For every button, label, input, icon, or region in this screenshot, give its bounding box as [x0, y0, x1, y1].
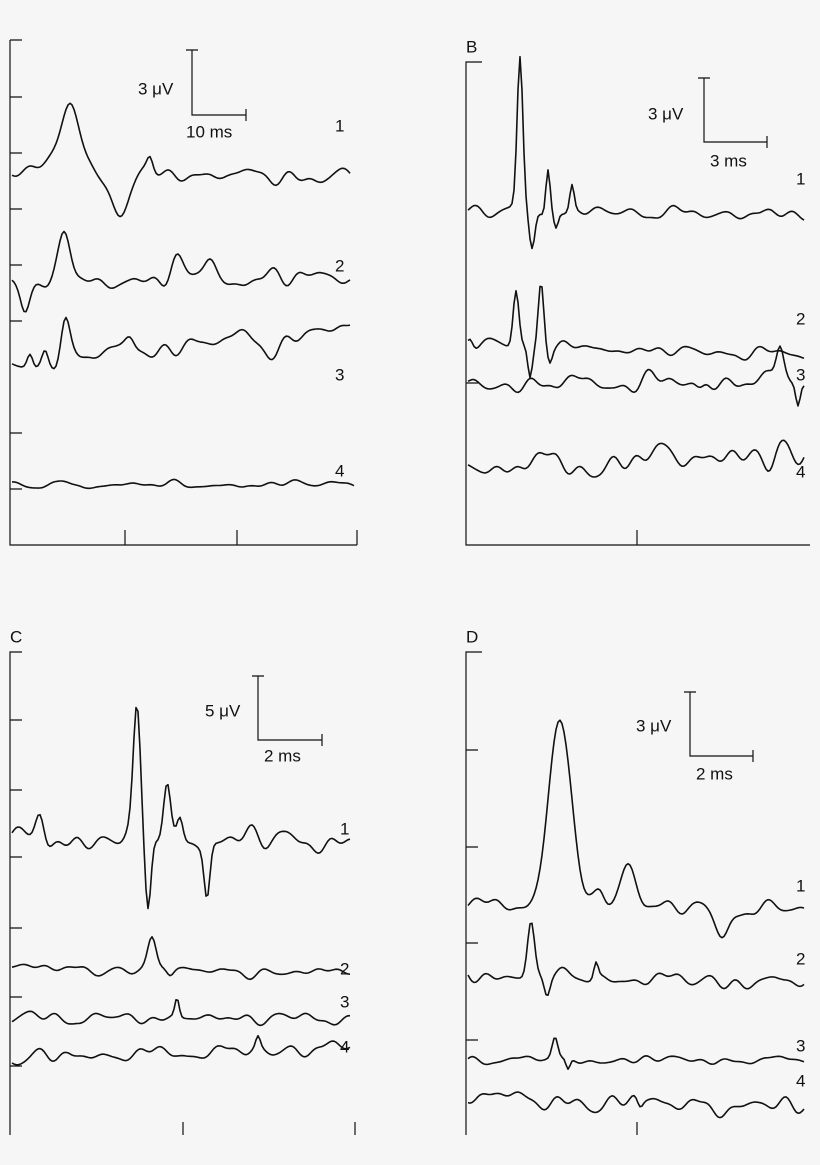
- trace-label: 4: [335, 461, 344, 480]
- trace: [467, 922, 805, 996]
- panel-b: B 3 μV 3 ms 1 2 3 4: [465, 37, 810, 546]
- trace: [467, 439, 805, 478]
- trace-label: 2: [796, 309, 805, 328]
- panel-label: C: [10, 627, 22, 646]
- trace: [11, 1034, 351, 1066]
- trace-label: 4: [796, 1071, 805, 1090]
- trace-label: 3: [335, 365, 344, 384]
- panel-label: D: [466, 627, 478, 646]
- trace: [467, 1091, 805, 1119]
- panel-label: B: [466, 37, 477, 56]
- trace: [11, 936, 351, 981]
- scale-x-label: 2 ms: [696, 764, 733, 783]
- trace-label: 2: [335, 256, 344, 275]
- axes: [465, 651, 754, 1135]
- trace: [11, 316, 351, 370]
- trace-label: 2: [340, 959, 349, 978]
- scale-x-label: 2 ms: [264, 746, 301, 765]
- scale-x-label: 3 ms: [710, 151, 747, 170]
- panel-a: 3 μV 10 ms 1 2 3 4: [9, 39, 358, 546]
- trace: [467, 345, 805, 407]
- trace-label: 4: [340, 1037, 349, 1056]
- panel-d: D 3 μV 2 ms 1 2 3 4: [465, 627, 805, 1135]
- trace-label: 3: [796, 1036, 805, 1055]
- trace: [11, 230, 351, 313]
- trace-label: 4: [796, 462, 805, 481]
- scale-x-label: 10 ms: [186, 122, 232, 141]
- trace: [11, 999, 351, 1027]
- trace: [12, 478, 355, 490]
- trace-label: 3: [796, 365, 805, 384]
- axes: [9, 39, 358, 546]
- trace: [11, 102, 351, 218]
- scale-y-label: 3 μV: [648, 104, 684, 123]
- trace: [467, 55, 805, 250]
- scale-y-label: 5 μV: [205, 701, 241, 720]
- trace: [11, 706, 351, 910]
- panel-c: C 5 μV 2 ms 1 2 3 4: [9, 627, 356, 1135]
- scale-y-label: 3 μV: [138, 79, 174, 98]
- scale-y-label: 3 μV: [636, 716, 672, 735]
- trace: [467, 285, 805, 379]
- trace: [467, 1037, 805, 1070]
- trace: [467, 719, 805, 939]
- trace-label: 1: [335, 116, 344, 135]
- trace-label: 2: [796, 949, 805, 968]
- axes: [9, 651, 356, 1135]
- trace-label: 3: [340, 992, 349, 1011]
- axes: [465, 61, 810, 546]
- trace-label: 1: [796, 876, 805, 895]
- trace-label: 1: [340, 819, 349, 838]
- trace-label: 1: [796, 169, 805, 188]
